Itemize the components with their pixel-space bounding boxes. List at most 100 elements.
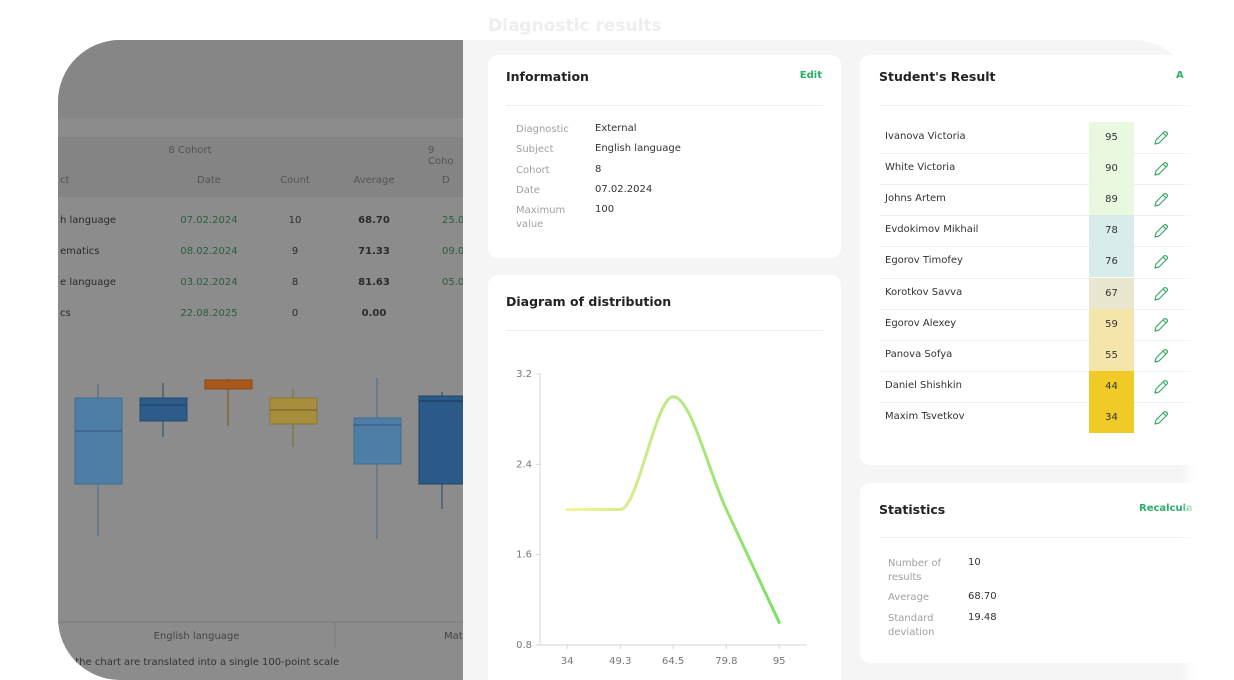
recalculate-button[interactable]: Recalcula: [1139, 503, 1193, 514]
student-name: White Victoria: [885, 162, 956, 174]
field-label: Subject: [516, 144, 554, 155]
card-title: Information: [506, 69, 589, 84]
column-header: Date: [197, 175, 221, 186]
separator: [506, 105, 823, 106]
y-tick-label: 1.6: [516, 550, 532, 561]
score-cell: 59: [1089, 308, 1134, 340]
table-cell: 9: [291, 246, 299, 257]
table-cell: e language: [60, 277, 116, 288]
header-band: [58, 137, 463, 197]
table-cell: 09.0: [442, 246, 463, 257]
column-header: ct: [60, 175, 70, 186]
field-label: Maximum value: [516, 205, 566, 230]
score-cell: 90: [1089, 153, 1134, 185]
table-cell: 25.0: [442, 215, 463, 226]
student-name: Korotkov Savva: [885, 286, 963, 298]
distribution-line: [565, 395, 781, 624]
x-tick-label: 64.5: [662, 656, 684, 667]
chart: 0.8 1.6 2.4 3.2 34 49.3 64.5 79.8 95: [516, 369, 807, 667]
row-separator: [879, 370, 1195, 372]
field-label: Date: [516, 185, 540, 196]
information-card: Information Edit Diagnostic External Subje…: [488, 55, 841, 258]
student-name: Panova Sofya: [885, 348, 953, 360]
field-label: Number of results: [888, 558, 941, 583]
edit-icon[interactable]: [1152, 347, 1170, 365]
score-cell: 95: [1089, 122, 1134, 154]
score-cell: 67: [1089, 277, 1134, 309]
panel-title: Diagnostic results: [488, 16, 662, 36]
student-name: Evdokimov Mikhail: [885, 224, 979, 236]
column-header: D: [442, 175, 450, 186]
score-cell: 44: [1089, 370, 1134, 402]
group-header: 9 Coho: [428, 145, 454, 167]
chart-label: English language: [153, 631, 240, 642]
field-value: 10: [968, 557, 981, 568]
field-label: Standard deviation: [888, 613, 935, 638]
x-tick-label: 34: [561, 656, 574, 667]
edit-icon[interactable]: [1152, 409, 1170, 427]
edit-icon[interactable]: [1152, 222, 1170, 240]
table-cell: h language: [60, 215, 117, 226]
students-card: Student's Result A Ivanova Victoria 95 Whi…: [860, 55, 1195, 465]
student-name: Egorov Alexey: [885, 317, 957, 329]
table-cell: 10: [288, 215, 302, 226]
table-cell: 05.0: [442, 277, 463, 288]
edit-icon[interactable]: [1152, 253, 1170, 271]
student-name: Johns Artem: [885, 193, 946, 205]
edit-button[interactable]: Edit: [799, 70, 822, 81]
edit-icon[interactable]: [1152, 316, 1170, 334]
separator: [506, 330, 823, 331]
table-cell: 8: [291, 277, 299, 288]
distribution-card: Diagram of distribution 0.8 1.6 2.4 3.2 34 49…: [488, 275, 841, 680]
x-tick-label: 49.3: [609, 656, 631, 667]
card-title: Diagram of distribution: [506, 294, 672, 309]
score-cell: 89: [1089, 184, 1134, 216]
edit-icon[interactable]: [1152, 129, 1170, 147]
field-label: Average: [888, 592, 930, 603]
x-tick-label: 79.8: [715, 656, 737, 667]
background-boxplots: [58, 378, 463, 648]
edge-fade: [1181, 40, 1195, 680]
field-label: Diagnostic: [516, 124, 569, 135]
row-separator: [879, 184, 1195, 186]
score-cell: 76: [1089, 246, 1134, 278]
column-header: Average: [353, 175, 395, 186]
field-value: English language: [595, 143, 681, 154]
edit-icon[interactable]: [1152, 378, 1170, 396]
field-value: 68.70: [968, 591, 997, 602]
edit-icon[interactable]: [1152, 285, 1170, 303]
field-value: 100: [595, 204, 615, 215]
edit-icon[interactable]: [1152, 160, 1170, 178]
student-name: Maxim Tsvetkov: [885, 410, 965, 422]
table-cell: 07.02.2024: [180, 215, 238, 226]
side-panel: Information Edit Diagnostic External Subje…: [463, 40, 1195, 680]
student-name: Egorov Timofey: [885, 255, 963, 267]
score-cell: 55: [1089, 339, 1134, 371]
table-cell: 0: [291, 308, 299, 319]
table-cell: ematics: [60, 246, 100, 257]
table-cell: 71.33: [358, 246, 390, 257]
card-title: Student's Result: [879, 69, 996, 84]
edit-icon[interactable]: [1152, 191, 1170, 209]
field-label: Cohort: [516, 165, 550, 176]
table-cell: 0.00: [361, 308, 387, 319]
y-tick-label: 0.8: [516, 640, 532, 651]
add-button[interactable]: A: [1176, 70, 1184, 81]
field-value: 8: [595, 164, 602, 175]
field-value: 19.48: [968, 612, 997, 623]
x-tick-label: 95: [773, 656, 786, 667]
statistics-card: Statistics Recalcula Number of results 10…: [860, 483, 1195, 663]
student-name: Ivanova Victoria: [885, 131, 966, 142]
table-cell: 22.08.2025: [180, 308, 238, 319]
column-header: Count: [280, 175, 310, 186]
table-cell: cs: [60, 308, 71, 319]
top-band: [58, 40, 463, 118]
y-tick-label: 2.4: [516, 459, 532, 470]
table-cell: 81.63: [358, 277, 390, 288]
row-separator: [879, 308, 1195, 310]
row-separator: [879, 246, 1195, 248]
footnote: r the chart are translated into a single…: [68, 657, 340, 668]
